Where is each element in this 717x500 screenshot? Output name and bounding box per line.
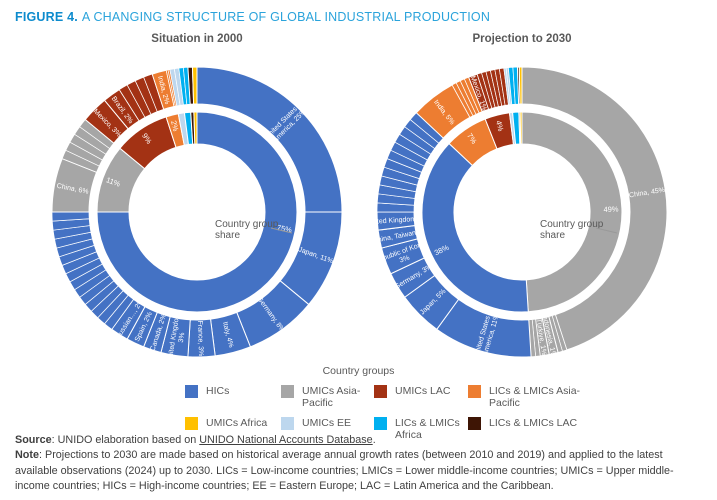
legend-swatch [281,385,294,398]
group-share-label: 49% [603,205,619,214]
legend-swatch [185,416,198,430]
legend-item-1: UMICs Asia-Pacific [281,385,374,410]
legend-label: LICs & LMICs Asia-Pacific [489,385,581,410]
legend-swatch [185,385,198,398]
legend-item-3: LICs & LMICs Asia-Pacific [468,385,599,410]
legend-item-4: UMICs Africa [185,416,281,442]
note-text: : Projections to 2030 are made based on … [15,449,674,492]
slice-UMICs Asia-Pacific [521,111,623,313]
legend-swatch [468,416,481,430]
legend-swatch [281,416,294,430]
chart-title-2030: Projection to 2030 [472,33,572,45]
legend-item-7: LICs & LMICs LAC [468,416,599,442]
center-annotation: Country group share [540,219,604,241]
legend-swatch [374,416,387,430]
slice-UMICs Africa [191,66,198,105]
legend-swatch [374,385,387,398]
source-line: Source: UNIDO elaboration based on UNIDO… [15,433,707,448]
country-label: United Kingdom,… [366,216,425,227]
legend-label: UMICs EE [302,416,352,429]
figure-title-text: A CHANGING STRUCTURE OF GLOBAL INDUSTRIA… [81,10,491,24]
source-label: Source [15,434,52,446]
legend-item-6: LICs & LMICs Africa [374,416,468,442]
slice-UMICs Africa [193,111,198,145]
legend-label: LICs & LMICs Africa [395,416,460,442]
group-share-label: 2% [169,119,180,132]
group-share-label: 4% [494,119,505,132]
group-share-label: 75% [276,223,293,235]
legend-item-2: UMICs LAC [374,385,468,410]
legend-swatch [468,385,481,398]
center-annotation: Country group share [215,219,279,241]
donut-projection-to-2030: China, 45%Indonesia, 1%Türkiye, 1%United… [366,66,668,358]
slice-UMICs Africa [518,66,523,105]
slice-China [521,66,668,351]
source-text: : UNIDO elaboration based on [51,434,200,446]
source-link[interactable]: UNIDO National Accounts Database [199,434,373,446]
figure-title: FIGURE 4. A CHANGING STRUCTURE OF GLOBAL … [15,10,490,24]
annotation-leader-line [270,227,293,234]
legend-label: UMICs LAC [395,385,451,397]
legend: HICs UMICs Asia-Pacific UMICs LAC LICs & LM… [185,385,599,442]
note-label: Note [15,449,39,462]
footnotes: Source: UNIDO elaboration based on UNIDO… [15,433,707,494]
legend-item-0: HICs [185,385,281,410]
legend-label: UMICs Asia-Pacific [302,385,361,410]
figure-number: FIGURE 4. [15,10,78,24]
source-period: . [372,434,376,446]
donut-situation-in-2000: United States ofAmerica, 25%Japan, 11%Ge… [51,66,343,363]
country-label: France, 3% [196,320,204,356]
slice-HICs [421,142,529,313]
legend-item-5: UMICs EE [281,416,374,442]
chart-title-2000: Situation in 2000 [151,33,243,45]
donut-charts: United States ofAmerica, 25%Japan, 11%Ge… [51,66,668,363]
legend-label: HICs [206,385,230,397]
legend-label: UMICs Africa [206,416,268,429]
slice-UMICs Africa [519,111,523,145]
note-line: Note: Projections to 2030 are made based… [15,448,707,494]
legend-title: Country groups [322,365,395,377]
legend-label: LICs & LMICs LAC [489,416,578,429]
annotation-leader-line [595,227,618,234]
slice-HICs [96,111,298,313]
